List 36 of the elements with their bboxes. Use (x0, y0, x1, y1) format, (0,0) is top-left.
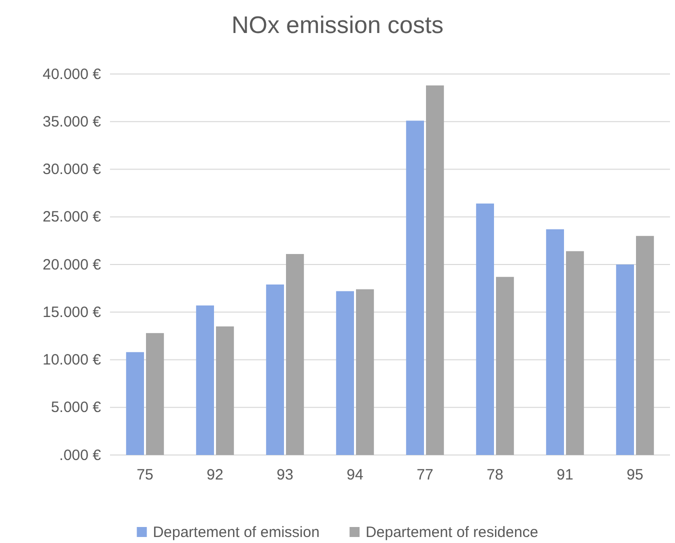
bar (616, 264, 634, 455)
bar (216, 326, 234, 455)
bar (476, 204, 494, 455)
bar (566, 251, 584, 455)
bar (336, 291, 354, 455)
legend-label: Departement of emission (152, 524, 320, 541)
bar (356, 289, 374, 455)
bar (426, 85, 444, 455)
bar (636, 236, 654, 455)
y-tick-label: 5.000 € (50, 399, 102, 416)
bar (546, 229, 564, 455)
y-tick-label: 35.000 € (42, 113, 102, 130)
y-tick-label: 30.000 € (42, 161, 102, 178)
x-tick-label: 93 (276, 466, 294, 484)
y-tick-label: .000 € (59, 446, 102, 464)
bar (146, 333, 164, 455)
bar (496, 276, 514, 455)
bar (196, 305, 214, 455)
y-tick-label: 10.000 € (42, 352, 102, 369)
y-tick-label: 15.000 € (42, 304, 102, 321)
x-tick-label: 94 (346, 466, 364, 484)
x-tick-label: 77 (416, 466, 434, 484)
y-tick-label: 25.000 € (42, 208, 102, 226)
x-tick-label: 92 (206, 466, 224, 484)
x-tick-label: 78 (486, 466, 504, 484)
y-tick-label: 40.000 € (42, 66, 102, 83)
x-tick-label: 91 (556, 466, 574, 484)
x-tick-label: 75 (136, 466, 154, 484)
legend-label: Departement of residence (366, 524, 538, 541)
y-tick-label: 20.000 € (42, 256, 102, 274)
bar (126, 352, 144, 455)
chart-title: NOx emission costs (231, 12, 444, 39)
bar (406, 120, 424, 455)
bar (286, 254, 304, 455)
x-tick-label: 95 (626, 466, 644, 484)
bar (266, 284, 284, 455)
